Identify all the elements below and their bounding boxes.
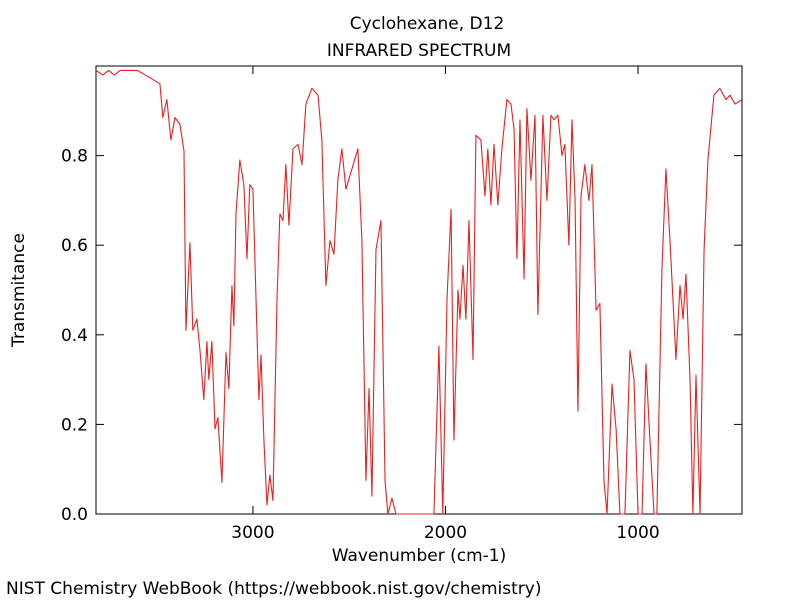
y-tick-label: 0.8 xyxy=(61,147,88,167)
x-tick-label: 2000 xyxy=(424,523,467,543)
plot-frame xyxy=(95,65,743,515)
y-tick-label: 0.0 xyxy=(61,505,88,525)
chart-subtitle: INFRARED SPECTRUM xyxy=(327,41,511,61)
source-note: NIST Chemistry WebBook (https://webbook.… xyxy=(6,579,541,599)
x-axis-label: Wavenumber (cm-1) xyxy=(332,546,507,566)
x-tick-label: 1000 xyxy=(616,523,659,543)
x-tick-label: 3000 xyxy=(231,523,274,543)
y-tick-label: 0.2 xyxy=(61,415,88,435)
spectrum-line xyxy=(95,69,743,515)
y-axis-label: Transmitance xyxy=(9,233,29,348)
chart-title: Cyclohexane, D12 xyxy=(350,14,505,34)
y-tick-label: 0.4 xyxy=(61,326,88,346)
y-tick-label: 0.6 xyxy=(61,236,88,256)
